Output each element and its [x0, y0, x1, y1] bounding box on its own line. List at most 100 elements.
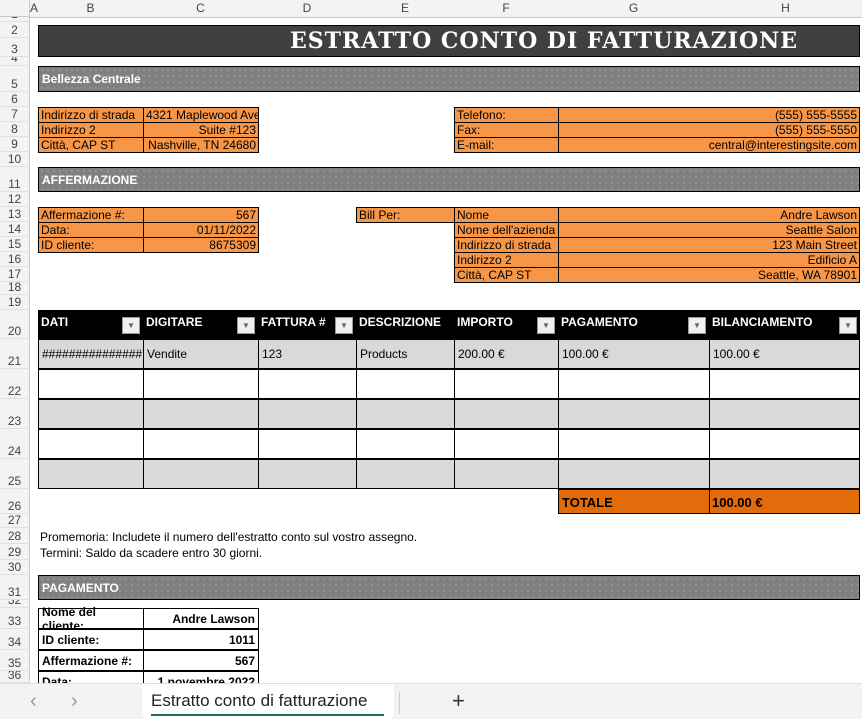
table-cell[interactable] [709, 369, 860, 399]
column-header-b[interactable]: B [38, 0, 144, 18]
table-cell[interactable]: 100.00 € [709, 339, 860, 369]
table-cell[interactable] [454, 429, 559, 459]
table-header-dati[interactable]: DATI ▼ [38, 310, 143, 339]
row-header[interactable]: 18 [0, 282, 30, 295]
row-header[interactable]: 23 [0, 399, 30, 429]
table-cell[interactable] [558, 399, 710, 429]
row-header[interactable]: 4 [0, 57, 30, 66]
row-header[interactable]: 35 [0, 650, 30, 671]
contact-value[interactable]: (555) 555-5555 [558, 107, 860, 123]
statement-value[interactable]: 01/11/2022 [143, 222, 259, 238]
payment-value[interactable]: 567 [143, 650, 259, 671]
table-cell[interactable] [356, 369, 455, 399]
table-cell[interactable] [258, 369, 357, 399]
contact-value[interactable]: (555) 555-5550 [558, 122, 860, 138]
address-value[interactable]: Nashville, TN 24680 [143, 137, 259, 153]
add-sheet-button[interactable]: + [452, 688, 465, 713]
address-value[interactable]: Suite #123 [143, 122, 259, 138]
table-cell[interactable] [709, 459, 860, 489]
bill-to-field-value[interactable]: Andre Lawson [558, 207, 860, 223]
select-all-corner[interactable] [0, 0, 30, 17]
row-header[interactable]: 15 [0, 237, 30, 252]
row-header[interactable]: 21 [0, 339, 30, 369]
table-cell[interactable] [38, 429, 144, 459]
table-cell[interactable]: Vendite [143, 339, 259, 369]
row-header[interactable]: 12 [0, 192, 30, 207]
row-header[interactable]: 2 [0, 22, 30, 38]
row-header[interactable]: 14 [0, 222, 30, 237]
bill-to-field-value[interactable]: Seattle, WA 78901 [558, 267, 860, 283]
table-cell[interactable] [356, 399, 455, 429]
row-header[interactable]: 6 [0, 92, 30, 107]
table-cell[interactable] [454, 459, 559, 489]
row-header[interactable]: 17 [0, 267, 30, 282]
table-cell[interactable] [558, 369, 710, 399]
row-header[interactable]: 10 [0, 152, 30, 167]
payment-value[interactable]: Andre Lawson [143, 608, 259, 629]
column-header-c[interactable]: C [143, 0, 259, 18]
next-sheet-icon[interactable]: › [71, 690, 78, 712]
filter-dropdown-icon[interactable]: ▼ [335, 317, 353, 334]
row-header[interactable]: 5 [0, 66, 30, 92]
table-cell[interactable] [258, 459, 357, 489]
table-header-descrizione[interactable]: DESCRIZIONE [356, 310, 454, 339]
row-header[interactable]: 8 [0, 122, 30, 137]
row-header[interactable]: 7 [0, 107, 30, 122]
table-cell[interactable] [454, 399, 559, 429]
table-header-fattura[interactable]: FATTURA # ▼ [258, 310, 356, 339]
filter-dropdown-icon[interactable]: ▼ [237, 317, 255, 334]
table-cell[interactable] [258, 399, 357, 429]
row-header[interactable]: 1 [0, 17, 30, 22]
table-cell[interactable] [558, 459, 710, 489]
row-header[interactable]: 27 [0, 514, 30, 528]
table-header-bilanciamento[interactable]: BILANCIAMENTO ▼ [709, 310, 860, 339]
column-header-g[interactable]: G [558, 0, 710, 18]
table-header-digitare[interactable]: DIGITARE ▼ [143, 310, 258, 339]
table-cell[interactable]: ############### [38, 339, 144, 369]
sheet-tab-active[interactable]: Estratto conto di fatturazione [142, 684, 394, 720]
row-header[interactable]: 28 [0, 528, 30, 544]
address-value[interactable]: 4321 Maplewood Ave [143, 107, 259, 123]
table-cell[interactable] [38, 399, 144, 429]
statement-value[interactable]: 567 [143, 207, 259, 223]
bill-to-field-value[interactable]: Edificio A [558, 252, 860, 268]
row-header[interactable]: 20 [0, 310, 30, 339]
bill-to-field-value[interactable]: Seattle Salon [558, 222, 860, 238]
table-cell[interactable]: 200.00 € [454, 339, 559, 369]
row-header[interactable]: 11 [0, 167, 30, 192]
row-header[interactable]: 3 [0, 38, 30, 57]
row-header[interactable]: 13 [0, 207, 30, 222]
row-header[interactable]: 24 [0, 429, 30, 459]
row-header[interactable]: 31 [0, 575, 30, 600]
bill-to-field-value[interactable]: 123 Main Street [558, 237, 860, 253]
row-header[interactable]: 19 [0, 295, 30, 310]
table-cell[interactable] [258, 429, 357, 459]
table-cell[interactable]: 100.00 € [558, 339, 710, 369]
table-cell[interactable] [143, 399, 259, 429]
table-cell[interactable] [709, 429, 860, 459]
filter-dropdown-icon[interactable]: ▼ [688, 317, 706, 334]
table-cell[interactable]: 123 [258, 339, 357, 369]
table-cell[interactable] [38, 459, 144, 489]
table-cell[interactable] [356, 429, 455, 459]
column-header-h[interactable]: H [709, 0, 862, 18]
total-value[interactable]: 100.00 € [712, 495, 763, 510]
column-header-e[interactable]: E [356, 0, 455, 18]
filter-dropdown-icon[interactable]: ▼ [537, 317, 555, 334]
contact-value[interactable]: central@interestingsite.com [558, 137, 860, 153]
table-cell[interactable]: Products [356, 339, 455, 369]
payment-value[interactable]: 1011 [143, 629, 259, 650]
table-cell[interactable] [558, 429, 710, 459]
table-header-importo[interactable]: IMPORTO ▼ [454, 310, 558, 339]
row-header[interactable]: 25 [0, 459, 30, 489]
table-cell[interactable] [38, 369, 144, 399]
statement-value[interactable]: 8675309 [143, 237, 259, 253]
row-header[interactable]: 30 [0, 560, 30, 575]
row-header[interactable]: 26 [0, 489, 30, 514]
row-header[interactable]: 32 [0, 600, 30, 608]
column-header-f[interactable]: F [454, 0, 559, 18]
table-header-pagamento[interactable]: PAGAMENTO ▼ [558, 310, 709, 339]
row-header[interactable]: 29 [0, 544, 30, 560]
table-cell[interactable] [143, 459, 259, 489]
table-cell[interactable] [143, 369, 259, 399]
